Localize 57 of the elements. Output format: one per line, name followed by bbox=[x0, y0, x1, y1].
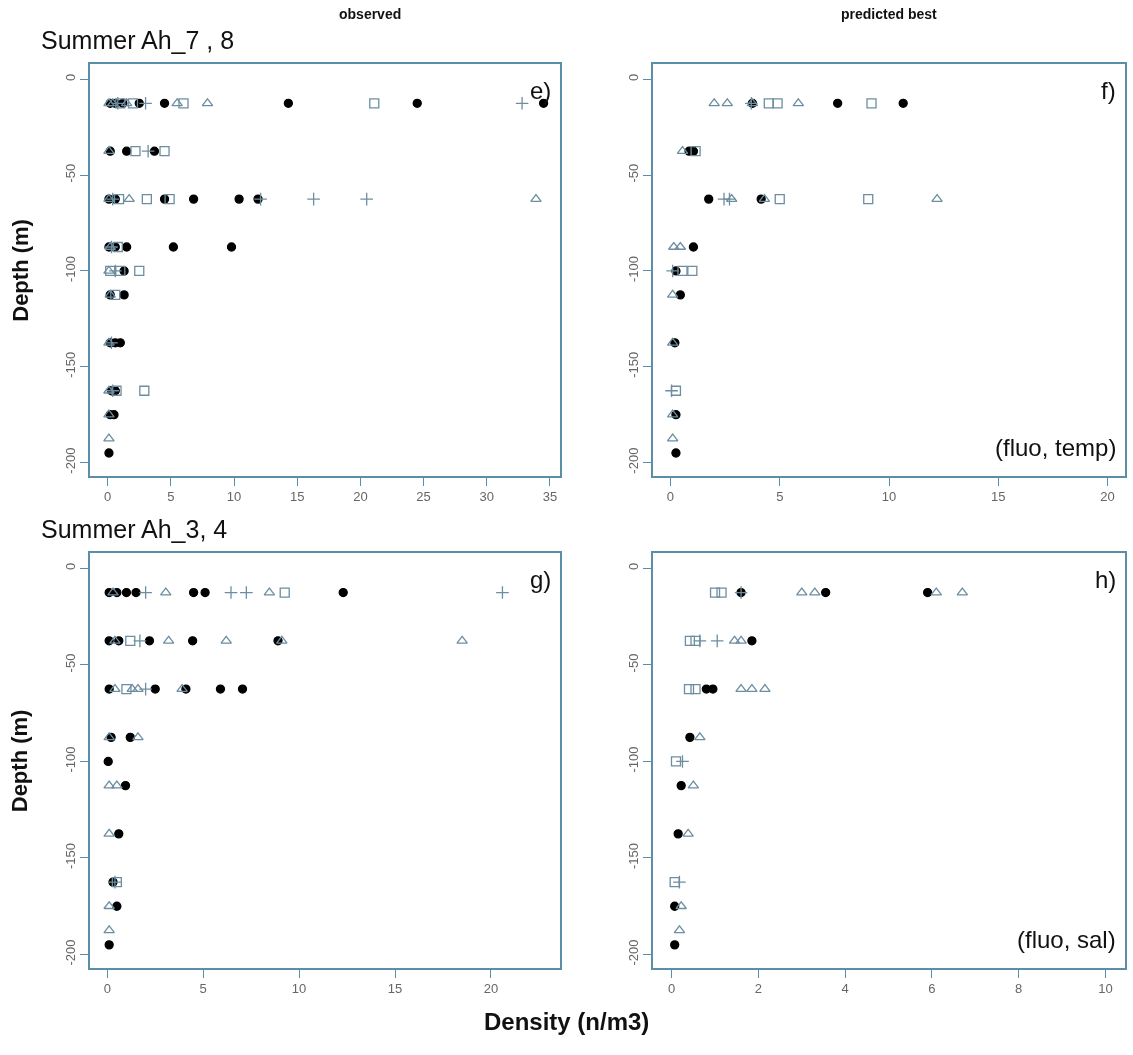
chart-title: Summer Ah_3, 4 bbox=[41, 515, 228, 543]
x-tick-label: 10 bbox=[881, 489, 897, 505]
y-tick-label: 0 bbox=[63, 73, 79, 81]
x-tick-label: 5 bbox=[167, 489, 175, 505]
annotation: g) bbox=[530, 566, 552, 593]
annotation: (fluo, temp) bbox=[995, 434, 1117, 461]
annotation: e) bbox=[530, 77, 552, 104]
x-tick-label: 35 bbox=[542, 489, 558, 505]
x-tick-label: 0 bbox=[666, 489, 675, 505]
y-tick-label: -200 bbox=[626, 447, 642, 474]
y-tick-label: -150 bbox=[63, 351, 79, 378]
y-tick-label: -50 bbox=[626, 163, 642, 183]
x-tick-label: 8 bbox=[1015, 981, 1023, 997]
x-tick-label: 30 bbox=[479, 489, 494, 505]
y-tick-label: -50 bbox=[626, 653, 642, 673]
y-tick-label: -100 bbox=[63, 255, 79, 283]
x-tick-label: 10 bbox=[226, 489, 242, 505]
x-tick-label: 10 bbox=[1098, 981, 1113, 997]
x-tick-label: 6 bbox=[928, 981, 936, 997]
x-tick-label: 5 bbox=[776, 489, 784, 505]
chart-subtitle: observed bbox=[339, 6, 402, 22]
y-tick-label: -100 bbox=[626, 746, 642, 773]
y-tick-label: -150 bbox=[63, 843, 79, 870]
x-tick-label: 10 bbox=[291, 981, 307, 997]
x-tick-label: 2 bbox=[754, 981, 763, 997]
x-tick-label: 5 bbox=[199, 981, 207, 997]
y-tick-label: 0 bbox=[63, 562, 79, 571]
x-tick-label: 20 bbox=[1100, 489, 1115, 505]
x-tick-label: 0 bbox=[668, 981, 676, 997]
x-tick-label: 20 bbox=[353, 489, 368, 505]
annotation: (fluo, sal) bbox=[1017, 926, 1116, 953]
y-tick-label: -50 bbox=[63, 163, 79, 183]
x-tick-label: 15 bbox=[289, 489, 305, 505]
y-tick-label: -200 bbox=[626, 939, 642, 966]
x-tick-label: 15 bbox=[991, 489, 1006, 505]
y-tick-label: -200 bbox=[63, 939, 79, 966]
x-tick-label: 20 bbox=[483, 981, 499, 997]
y-axis-title: Depth (m) bbox=[7, 709, 33, 813]
y-tick-label: -50 bbox=[63, 653, 79, 673]
x-axis-title: Density (n/m3) bbox=[484, 1008, 650, 1035]
y-tick-label: 0 bbox=[626, 73, 642, 81]
y-tick-label: -200 bbox=[63, 447, 79, 474]
x-tick-label: 25 bbox=[416, 489, 431, 505]
y-axis-title: Depth (m) bbox=[7, 219, 33, 322]
y-tick-label: -100 bbox=[626, 255, 642, 283]
y-tick-label: -150 bbox=[626, 351, 642, 378]
chart-subtitle: predicted best bbox=[841, 6, 938, 22]
annotation: f) bbox=[1101, 77, 1116, 104]
x-tick-label: 15 bbox=[387, 981, 403, 997]
y-tick-label: 0 bbox=[626, 562, 642, 571]
x-tick-label: 0 bbox=[103, 981, 111, 997]
y-tick-label: -150 bbox=[626, 843, 642, 870]
x-tick-label: 0 bbox=[104, 489, 112, 505]
y-tick-label: -100 bbox=[63, 746, 79, 773]
x-tick-label: 4 bbox=[841, 981, 849, 997]
chart-title: Summer Ah_7 , 8 bbox=[41, 26, 235, 54]
annotation: h) bbox=[1095, 566, 1117, 593]
